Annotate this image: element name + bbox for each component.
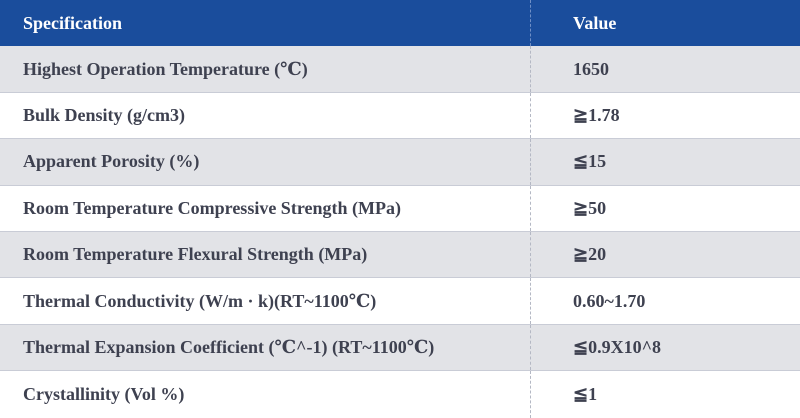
row-value: ≧50 (573, 197, 607, 218)
header-specification: Specification (0, 0, 531, 47)
row-specification: Room Temperature Compressive Strength (M… (0, 185, 531, 231)
table-header-row: Specification Value (0, 0, 800, 47)
row-value: ≦0.9X10^8 (573, 336, 662, 357)
row-value: ≧1.78 (573, 104, 620, 125)
table-row: Bulk Density (g/cm3) ≧1.78 (0, 92, 800, 140)
table-row: Room Temperature Flexural Strength (MPa)… (0, 231, 800, 279)
table-row: Room Temperature Compressive Strength (M… (0, 185, 800, 232)
table-row: Apparent Porosity (%) ≦15 (0, 139, 800, 186)
row-value: 0.60~1.70 (573, 290, 646, 311)
table-row: Thermal Conductivity (W/m · k)(RT~1100℃)… (0, 278, 800, 325)
table-row: Crystallinity (Vol %) ≦1 (0, 371, 800, 418)
row-value: 1650 (573, 58, 609, 79)
header-value: Value (573, 12, 617, 33)
row-specification: Bulk Density (g/cm3) (0, 92, 531, 139)
row-value: ≦15 (573, 151, 607, 172)
table-row: Highest Operation Temperature (℃) 1650 (0, 46, 800, 93)
row-specification: Room Temperature Flexural Strength (MPa) (0, 231, 531, 278)
row-specification: Apparent Porosity (%) (0, 139, 531, 185)
table-row: Thermal Expansion Coefficient (℃^-1) (RT… (0, 324, 800, 372)
row-value: ≧20 (573, 244, 607, 265)
row-specification: Highest Operation Temperature (℃) (0, 46, 531, 92)
row-specification: Thermal Expansion Coefficient (℃^-1) (RT… (0, 324, 531, 371)
row-specification: Crystallinity (Vol %) (0, 371, 531, 418)
row-value: ≦1 (573, 383, 598, 404)
row-specification: Thermal Conductivity (W/m · k)(RT~1100℃) (0, 278, 531, 324)
